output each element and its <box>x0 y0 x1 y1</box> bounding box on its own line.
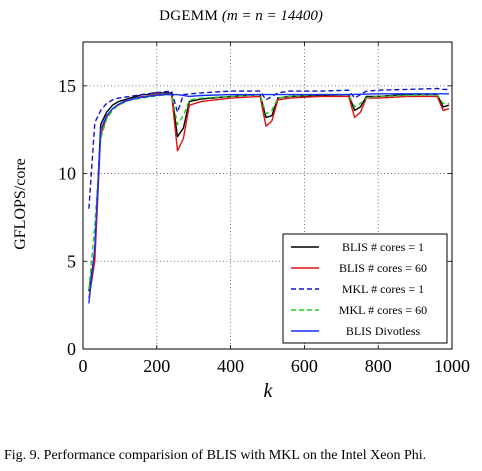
series-line-5 <box>88 93 449 304</box>
axes: 0 200 400 600 800 1000 0 5 10 15 <box>58 41 470 376</box>
y-tick-label: 10 <box>58 164 76 184</box>
chart-title-math: (m = n = 14400) <box>221 8 323 24</box>
series-line-1 <box>88 92 450 292</box>
y-tick-label: 0 <box>67 339 76 359</box>
legend: BLIS # cores = 1 BLIS # cores = 60 MKL # c… <box>282 233 448 344</box>
y-tick-label: 15 <box>58 76 76 96</box>
chart-title-prefix: DGEMM <box>159 8 219 24</box>
legend-label-5: BLIS Divotless <box>346 324 421 338</box>
plot-area: 0 200 400 600 800 1000 0 5 10 15 BLIS # cores = 1… <box>58 41 470 376</box>
series-layer <box>88 87 450 304</box>
chart-title: DGEMM (m = n = 14400) <box>0 8 482 25</box>
x-tick-label: 800 <box>365 356 392 376</box>
legend-label-2: BLIS # cores = 60 <box>339 261 427 275</box>
series-line-4 <box>88 93 449 290</box>
legend-label-4: MKL # cores = 60 <box>339 303 427 317</box>
series-line-3 <box>88 87 449 209</box>
x-tick-label: 400 <box>217 356 244 376</box>
y-tick-label: 5 <box>67 251 76 271</box>
x-tick-label: 200 <box>143 356 170 376</box>
legend-label-3: MKL # cores = 1 <box>342 282 424 296</box>
legend-label-1: BLIS # cores = 1 <box>342 240 424 254</box>
x-tick-label: 1000 <box>434 356 470 376</box>
figure-caption: Fig. 9. Performance comparision of BLIS … <box>4 448 427 463</box>
x-axis-label: k <box>263 380 273 402</box>
x-tick-label: 0 <box>79 356 88 376</box>
axes-frame <box>82 41 453 350</box>
x-tick-label: 600 <box>291 356 318 376</box>
